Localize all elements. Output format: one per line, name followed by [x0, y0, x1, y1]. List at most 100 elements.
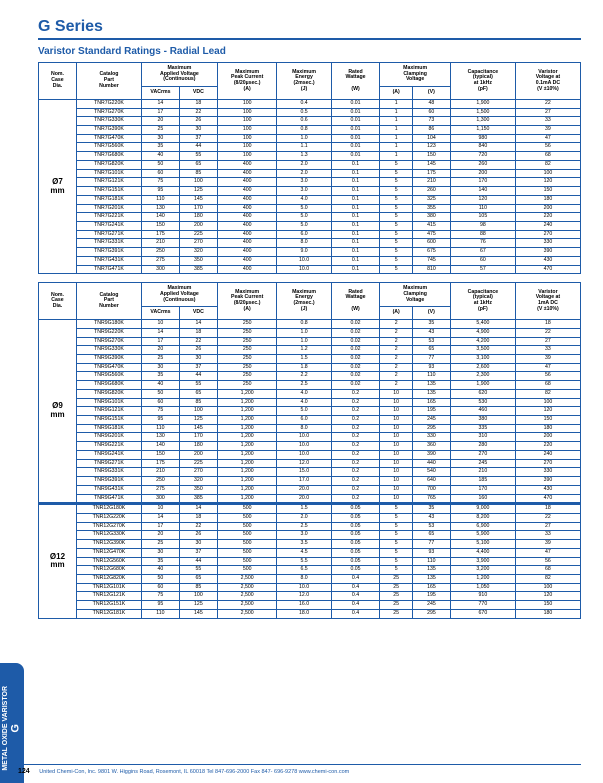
cell: 68 — [515, 152, 580, 161]
cell: 20.0 — [277, 485, 331, 494]
table-row: TNR7G820K50654002.00.1514526082 — [39, 160, 581, 169]
cell: 60 — [141, 169, 179, 178]
cell: 980 — [450, 134, 515, 143]
cell: 180 — [515, 424, 580, 433]
cell: 5 — [380, 204, 413, 213]
cell: 200 — [179, 450, 217, 459]
cell: 105 — [450, 213, 515, 222]
cell: 40 — [141, 381, 179, 390]
cell: 145 — [412, 160, 450, 169]
cell: 175 — [412, 169, 450, 178]
cell: 55 — [179, 566, 217, 575]
table-row: TNR9G820K50651,2004.00.21013562082 — [39, 389, 581, 398]
cell: 1,050 — [450, 583, 515, 592]
cell: 250 — [217, 363, 277, 372]
cell: 3.0 — [277, 178, 331, 187]
cell: 0.2 — [331, 468, 380, 477]
cell: 0.02 — [331, 346, 380, 355]
cell: 2 — [380, 381, 413, 390]
cell: 140 — [450, 187, 515, 196]
side-sub: METAL OXIDE VARISTOR — [2, 686, 9, 771]
cell: 2 — [380, 328, 413, 337]
cell: 250 — [217, 320, 277, 329]
cell: 0.1 — [331, 187, 380, 196]
cell: 50 — [141, 389, 179, 398]
cell: 0.01 — [331, 134, 380, 143]
cell: 245 — [412, 601, 450, 610]
cell: 5 — [380, 540, 413, 549]
table-row: TNR9G390K25302501.50.022773,10039 — [39, 355, 581, 364]
cell: 320 — [179, 477, 217, 486]
table-row: TNR7G560K35441001.10.01112384056 — [39, 143, 581, 152]
table-row: TNR7G270K17221000.50.011601,50027 — [39, 108, 581, 117]
cell: TNR7G331K — [76, 239, 141, 248]
cell: TNR12G121K — [76, 592, 141, 601]
cell: 840 — [450, 143, 515, 152]
cell: 1,200 — [217, 468, 277, 477]
cell: 500 — [217, 531, 277, 540]
footer-text: United Chemi-Con, Inc. 9801 W. Higgins R… — [39, 769, 349, 775]
cell: 4,400 — [450, 548, 515, 557]
cell: 30 — [141, 134, 179, 143]
table-row: TNR12G680K40555006.50.0551353,20068 — [39, 566, 581, 575]
cell: 0.1 — [331, 169, 380, 178]
cell: TNR7G431K — [76, 256, 141, 265]
cell: 430 — [515, 485, 580, 494]
cell: 3.5 — [277, 540, 331, 549]
cell: 16.0 — [277, 601, 331, 610]
cell: 165 — [412, 398, 450, 407]
cell: 240 — [515, 221, 580, 230]
cell: 400 — [217, 265, 277, 274]
cell: 0.01 — [331, 117, 380, 126]
cell: 20 — [141, 531, 179, 540]
table-row: TNR9G471K3003851,20020.00.210765160470 — [39, 494, 581, 503]
cell: 5.0 — [277, 204, 331, 213]
cell: TNR12G470K — [76, 548, 141, 557]
cell: 170 — [179, 204, 217, 213]
cell: 4.0 — [277, 398, 331, 407]
table-row: Ø9mmTNR9G180K10142500.80.022355,40018 — [39, 320, 581, 329]
cell: 27 — [515, 522, 580, 531]
cell: TNR9G820K — [76, 389, 141, 398]
cell: 93 — [412, 363, 450, 372]
cell: 10 — [380, 398, 413, 407]
table-row: TNR12G820K50652,5008.00.4251351,20082 — [39, 574, 581, 583]
cell: 400 — [217, 178, 277, 187]
cell: 5 — [380, 522, 413, 531]
cell: 385 — [179, 494, 217, 503]
case-dia: Ø7mm — [39, 99, 77, 273]
cell: 1,200 — [217, 398, 277, 407]
cell: 65 — [179, 389, 217, 398]
table-row: TNR12G101K60852,50010.00.4251651,050100 — [39, 583, 581, 592]
cell: 100 — [515, 583, 580, 592]
cell: 400 — [217, 160, 277, 169]
cell: 270 — [179, 468, 217, 477]
cell: 75 — [141, 592, 179, 601]
cell: 295 — [412, 424, 450, 433]
cell: 530 — [450, 398, 515, 407]
cell: 330 — [515, 239, 580, 248]
table-row: TNR9G221K1401801,20010.00.210360280220 — [39, 442, 581, 451]
cell: 0.05 — [331, 504, 380, 513]
cell: 260 — [412, 187, 450, 196]
cell: 300 — [141, 494, 179, 503]
cell: 1 — [380, 108, 413, 117]
cell: 2,600 — [450, 363, 515, 372]
cell: 20.0 — [277, 494, 331, 503]
cell: 2,300 — [450, 372, 515, 381]
cell: 2,500 — [217, 609, 277, 618]
cell: 4,900 — [450, 328, 515, 337]
cell: 5 — [380, 239, 413, 248]
table-row: TNR7G680K40551001.30.01115072068 — [39, 152, 581, 161]
table-row: TNR7G151K951254003.00.15260140150 — [39, 187, 581, 196]
cell: 140 — [141, 213, 179, 222]
page-title: G Series — [38, 18, 581, 36]
cell: 100 — [217, 99, 277, 108]
cell: 0.6 — [277, 117, 331, 126]
table-row: TNR12G330K20265003.00.055655,90033 — [39, 531, 581, 540]
cell: 1,200 — [450, 574, 515, 583]
cell: 35 — [141, 143, 179, 152]
cell: 0.05 — [331, 540, 380, 549]
cell: TNR7G560K — [76, 143, 141, 152]
cell: 640 — [412, 477, 450, 486]
